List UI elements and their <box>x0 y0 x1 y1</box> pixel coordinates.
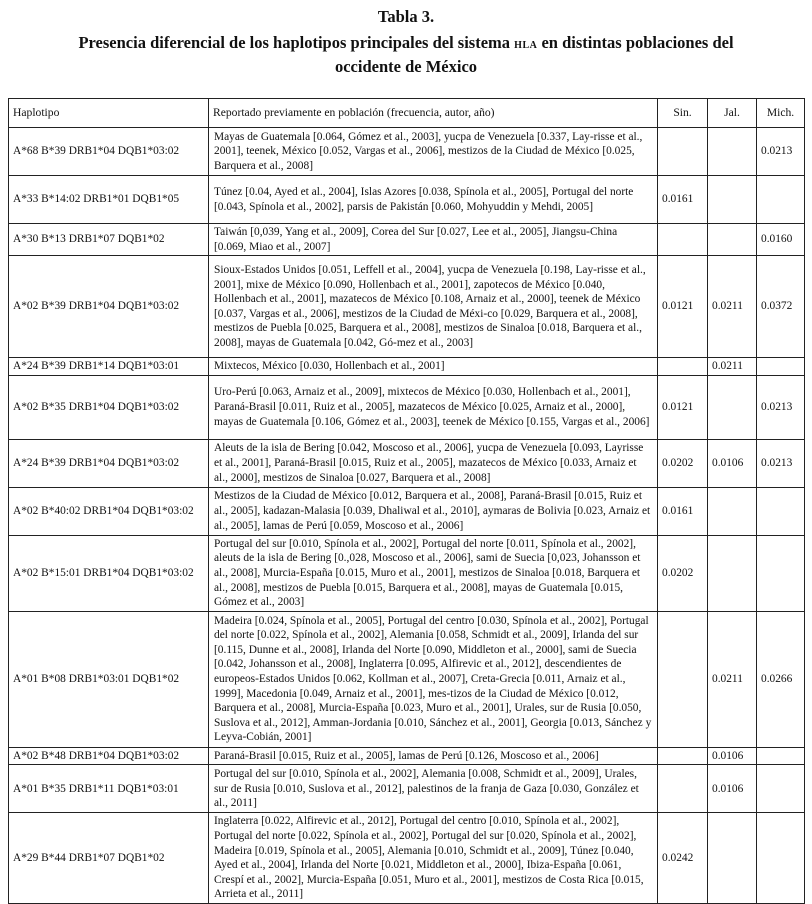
mich-cell <box>756 175 805 224</box>
haplotipo-cell: A*02 B*39 DRB1*04 DQB1*03:02 <box>8 255 209 359</box>
sin-cell: 0.0121 <box>657 255 708 359</box>
header-haplotipo: Haplotipo <box>8 98 209 128</box>
haplotipo-cell: A*02 B*40:02 DRB1*04 DQB1*03:02 <box>8 486 209 536</box>
reference-cell: Sioux-Estados Unidos [0.051, Leffell et … <box>208 255 658 359</box>
header-jal: Jal. <box>707 98 757 128</box>
jal-cell: 0.0211 <box>707 255 757 359</box>
sin-cell <box>657 746 708 766</box>
table-row: A*01 B*35 DRB1*11 DQB1*03:01 Portugal del… <box>8 764 805 814</box>
reference-cell: Portugal del sur [0.010, Spínola et al.,… <box>208 534 658 612</box>
sin-cell: 0.0202 <box>657 534 708 612</box>
sin-cell: 0.0121 <box>657 374 708 440</box>
header-mich: Mich. <box>756 98 805 128</box>
sin-cell: 0.0242 <box>657 812 708 904</box>
table-caption-title: Presencia diferencial de los haplotipos … <box>0 32 812 78</box>
jal-cell <box>707 127 757 176</box>
caption-text: Presencia diferencial de los haplotipos … <box>78 33 515 52</box>
jal-cell: 0.0106 <box>707 746 757 766</box>
caption-hla: hla <box>514 37 538 52</box>
reference-cell: Madeira [0.024, Spínola et al., 2005], P… <box>208 610 658 748</box>
jal-cell: 0.0211 <box>707 357 757 376</box>
reference-cell: Uro-Perú [0.063, Arnaiz et al., 2009], m… <box>208 374 658 440</box>
jal-cell <box>707 222 757 257</box>
reference-cell: Inglaterra [0.022, Alfirevic et al., 201… <box>208 812 658 904</box>
haplotipo-cell: A*24 B*39 DRB1*14 DQB1*03:01 <box>8 357 209 376</box>
mich-cell <box>756 534 805 612</box>
haplotipo-cell: A*01 B*35 DRB1*11 DQB1*03:01 <box>8 764 209 814</box>
mich-cell <box>756 746 805 766</box>
jal-cell: 0.0211 <box>707 610 757 748</box>
table-caption-label: Tabla 3. <box>377 7 435 26</box>
haplotype-table: Haplotipo Reportado previamente en pobla… <box>8 98 805 904</box>
haplotipo-cell: A*30 B*13 DRB1*07 DQB1*02 <box>8 222 209 257</box>
mich-cell <box>756 812 805 904</box>
table-row: A*02 B*48 DRB1*04 DQB1*03:02 Paraná-Brasi… <box>8 746 805 766</box>
mich-cell <box>756 486 805 536</box>
jal-cell <box>707 486 757 536</box>
header-reportado: Reportado previamente en población (frec… <box>208 98 658 128</box>
table-row: A*29 B*44 DRB1*07 DQB1*02 Inglaterra [0.0… <box>8 812 805 904</box>
jal-cell: 0.0106 <box>707 438 757 488</box>
reference-cell: Aleuts de la isla de Bering [0.042, Mosc… <box>208 438 658 488</box>
mich-cell: 0.0160 <box>756 222 805 257</box>
table-body: A*68 B*39 DRB1*04 DQB1*03:02 Mayas de Gua… <box>8 127 805 904</box>
haplotipo-cell: A*01 B*08 DRB1*03:01 DQB1*02 <box>8 610 209 748</box>
table-row: A*02 B*40:02 DRB1*04 DQB1*03:02 Mestizos … <box>8 486 805 536</box>
table-row: A*30 B*13 DRB1*07 DQB1*02 Taiwán [0,039, … <box>8 222 805 257</box>
header-row: Haplotipo Reportado previamente en pobla… <box>8 98 805 128</box>
sin-cell <box>657 610 708 748</box>
reference-cell: Mestizos de la Ciudad de México [0.012, … <box>208 486 658 536</box>
mich-cell: 0.0213 <box>756 127 805 176</box>
reference-cell: Mixtecos, México [0.030, Hollenbach et a… <box>208 357 658 376</box>
mich-cell: 0.0372 <box>756 255 805 359</box>
haplotipo-cell: A*02 B*48 DRB1*04 DQB1*03:02 <box>8 746 209 766</box>
reference-cell: Portugal del sur [0.010, Spínola et al.,… <box>208 764 658 814</box>
haplotipo-cell: A*02 B*15:01 DRB1*04 DQB1*03:02 <box>8 534 209 612</box>
table-row: A*02 B*39 DRB1*04 DQB1*03:02 Sioux-Estado… <box>8 255 805 359</box>
sin-cell <box>657 764 708 814</box>
sin-cell <box>657 222 708 257</box>
jal-cell <box>707 175 757 224</box>
header-sin: Sin. <box>657 98 708 128</box>
jal-cell: 0.0106 <box>707 764 757 814</box>
caption-text: en distintas poblaciones del <box>537 33 734 52</box>
mich-cell <box>756 764 805 814</box>
sin-cell: 0.0202 <box>657 438 708 488</box>
table-row: A*68 B*39 DRB1*04 DQB1*03:02 Mayas de Gua… <box>8 127 805 176</box>
reference-cell: Mayas de Guatemala [0.064, Gómez et al.,… <box>208 127 658 176</box>
table-row: A*02 B*35 DRB1*04 DQB1*03:02 Uro-Perú [0.… <box>8 374 805 440</box>
sin-cell <box>657 127 708 176</box>
sin-cell: 0.0161 <box>657 486 708 536</box>
reference-cell: Túnez [0.04, Ayed et al., 2004], Islas A… <box>208 175 658 224</box>
table-row: A*02 B*15:01 DRB1*04 DQB1*03:02 Portugal … <box>8 534 805 612</box>
jal-cell <box>707 812 757 904</box>
haplotipo-cell: A*02 B*35 DRB1*04 DQB1*03:02 <box>8 374 209 440</box>
mich-cell: 0.0213 <box>756 438 805 488</box>
haplotipo-cell: A*68 B*39 DRB1*04 DQB1*03:02 <box>8 127 209 176</box>
reference-cell: Paraná-Brasil [0.015, Ruiz et al., 2005]… <box>208 746 658 766</box>
mich-cell <box>756 357 805 376</box>
haplotipo-cell: A*24 B*39 DRB1*04 DQB1*03:02 <box>8 438 209 488</box>
haplotipo-cell: A*29 B*44 DRB1*07 DQB1*02 <box>8 812 209 904</box>
sin-cell: 0.0161 <box>657 175 708 224</box>
jal-cell <box>707 374 757 440</box>
jal-cell <box>707 534 757 612</box>
haplotipo-cell: A*33 B*14:02 DRB1*01 DQB1*05 <box>8 175 209 224</box>
sin-cell <box>657 357 708 376</box>
reference-cell: Taiwán [0,039, Yang et al., 2009], Corea… <box>208 222 658 257</box>
mich-cell: 0.0213 <box>756 374 805 440</box>
table-row: A*24 B*39 DRB1*14 DQB1*03:01 Mixtecos, Mé… <box>8 357 805 376</box>
mich-cell: 0.0266 <box>756 610 805 748</box>
caption-text: occidente de México <box>334 57 478 76</box>
table-row: A*33 B*14:02 DRB1*01 DQB1*05 Túnez [0.04,… <box>8 175 805 224</box>
table-row: A*24 B*39 DRB1*04 DQB1*03:02 Aleuts de la… <box>8 438 805 488</box>
table-row: A*01 B*08 DRB1*03:01 DQB1*02 Madeira [0.0… <box>8 610 805 748</box>
